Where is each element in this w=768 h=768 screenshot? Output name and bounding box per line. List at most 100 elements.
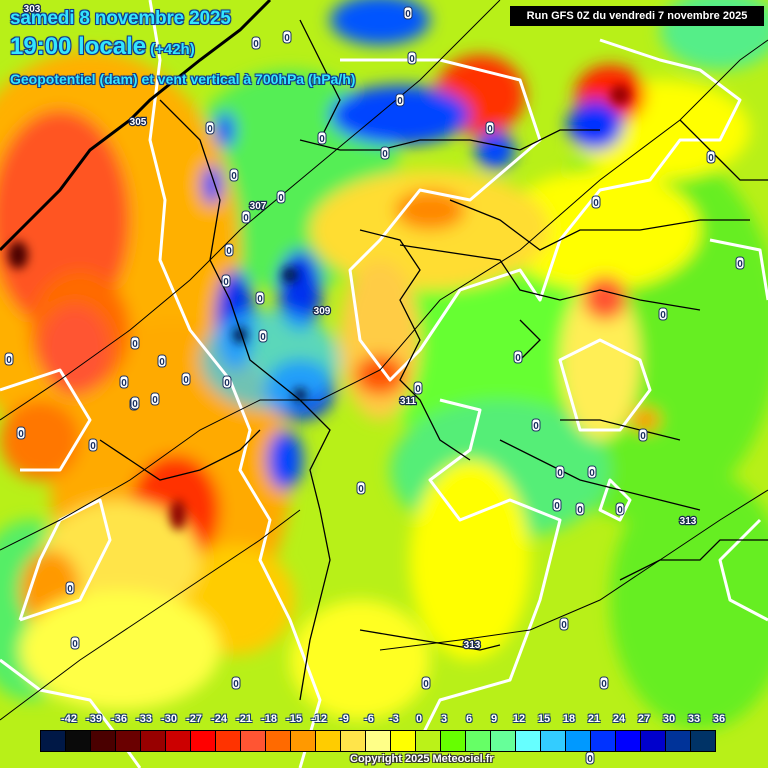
svg-text:0: 0 (6, 355, 12, 366)
zero-label: 0 (559, 617, 569, 631)
zero-label: 0 (658, 307, 668, 321)
zero-label: 0 (555, 465, 565, 479)
zero-label: 0 (317, 131, 327, 145)
zero-label: 0 (258, 329, 268, 343)
geopotential-label: 303 (24, 4, 41, 15)
colorbar-segment (141, 731, 166, 751)
colorbar-segment (41, 731, 66, 751)
zero-label: 0 (615, 502, 625, 516)
colorbar-segment (641, 731, 666, 751)
zero-label: 0 (403, 6, 413, 20)
zero-label: 0 (205, 121, 215, 135)
svg-text:0: 0 (561, 620, 567, 631)
zero-label: 0 (231, 676, 241, 690)
colorbar-segment (216, 731, 241, 751)
svg-text:0: 0 (223, 277, 229, 288)
zero-label: 0 (413, 381, 423, 395)
svg-text:0: 0 (121, 378, 127, 389)
svg-text:0: 0 (67, 584, 73, 595)
colorbar-label: -6 (364, 713, 374, 725)
svg-text:0: 0 (224, 378, 230, 389)
svg-text:0: 0 (72, 639, 78, 650)
zero-label: 0 (380, 146, 390, 160)
svg-text:0: 0 (233, 679, 239, 690)
colorbar-labels: -42 -39 -36 -33 -30 -27 -24 -21 -18 -15 -12 -9 -6 -3 0… (40, 713, 740, 727)
svg-text:0: 0 (132, 339, 138, 350)
colorbar-segment (541, 731, 566, 751)
parameter-title: Geopotentiel (dam) et vent vertical à 70… (10, 71, 356, 87)
svg-text:0: 0 (183, 375, 189, 386)
svg-text:0: 0 (640, 431, 646, 442)
lead-time: (+42h) (150, 41, 195, 58)
zero-label: 0 (221, 274, 231, 288)
colorbar-segment (491, 731, 516, 751)
zero-label: 0 (4, 352, 14, 366)
colorbar-segment (516, 731, 541, 751)
colorbar-label: 21 (587, 713, 601, 725)
zero-label: 0 (181, 372, 191, 386)
zero-label: 0 (130, 336, 140, 350)
svg-text:0: 0 (593, 198, 599, 209)
svg-text:0: 0 (207, 124, 213, 135)
colorbar-segment (416, 731, 441, 751)
colorbar-label: 0 (415, 713, 423, 725)
colorbar-label: 6 (465, 713, 473, 725)
colorbar-label: -42 (61, 713, 77, 725)
svg-text:0: 0 (515, 353, 521, 364)
svg-text:0: 0 (554, 501, 560, 512)
geopotential-label: 307 (250, 201, 267, 212)
zero-label: 0 (356, 481, 366, 495)
coastlines (99, 19, 768, 701)
zero-label: 0 (585, 751, 595, 765)
zero-label: 0 (591, 195, 601, 209)
svg-text:0: 0 (382, 149, 388, 160)
svg-text:0: 0 (409, 54, 415, 65)
zero-label: 0 (241, 210, 251, 224)
zero-label: 0 (282, 30, 292, 44)
svg-text:0: 0 (90, 441, 96, 452)
svg-text:0: 0 (533, 421, 539, 432)
colorbar-label: -39 (86, 713, 102, 725)
svg-text:0: 0 (260, 332, 266, 343)
svg-text:0: 0 (253, 39, 259, 50)
colorbar-segment (616, 731, 641, 751)
run-info-box: Run GFS 0Z du vendredi 7 novembre 2025 (510, 6, 764, 26)
svg-text:0: 0 (415, 384, 421, 395)
geopotential-label: 305 (130, 117, 147, 128)
zero-label: 0 (255, 291, 265, 305)
colorbar-label: 9 (490, 713, 498, 725)
svg-text:0: 0 (397, 96, 403, 107)
zero-label: 0 (16, 426, 26, 440)
colorbar-segment (391, 731, 416, 751)
svg-text:0: 0 (587, 754, 593, 765)
colorbar (40, 730, 716, 752)
zero-label: 0 (88, 438, 98, 452)
svg-text:0: 0 (577, 505, 583, 516)
colorbar-segment (366, 731, 391, 751)
zero-label: 0 (706, 150, 716, 164)
colorbar-segment (591, 731, 616, 751)
colorbar-label: -30 (161, 713, 177, 725)
zero-label: 0 (65, 581, 75, 595)
svg-text:0: 0 (660, 310, 666, 321)
svg-text:0: 0 (617, 505, 623, 516)
svg-text:0: 0 (159, 357, 165, 368)
colorbar-label: 30 (662, 713, 676, 725)
colorbar-segment (441, 731, 466, 751)
zero-label: 0 (395, 93, 405, 107)
geopotential-label: 309 (314, 306, 331, 317)
colorbar-label: 36 (712, 713, 726, 725)
svg-text:0: 0 (243, 213, 249, 224)
colorbar-segment (166, 731, 191, 751)
colorbar-label: 18 (562, 713, 576, 725)
zero-label: 0 (575, 502, 585, 516)
copyright: Copyright 2025 Meteociel.fr (350, 753, 494, 765)
svg-text:0: 0 (589, 468, 595, 479)
forecast-time: 19:00 locale (+42h) (10, 33, 195, 61)
colorbar-segment (666, 731, 691, 751)
svg-text:0: 0 (18, 429, 24, 440)
colorbar-segment (241, 731, 266, 751)
forecast-date: samedi 8 novembre 2025 (10, 8, 231, 29)
